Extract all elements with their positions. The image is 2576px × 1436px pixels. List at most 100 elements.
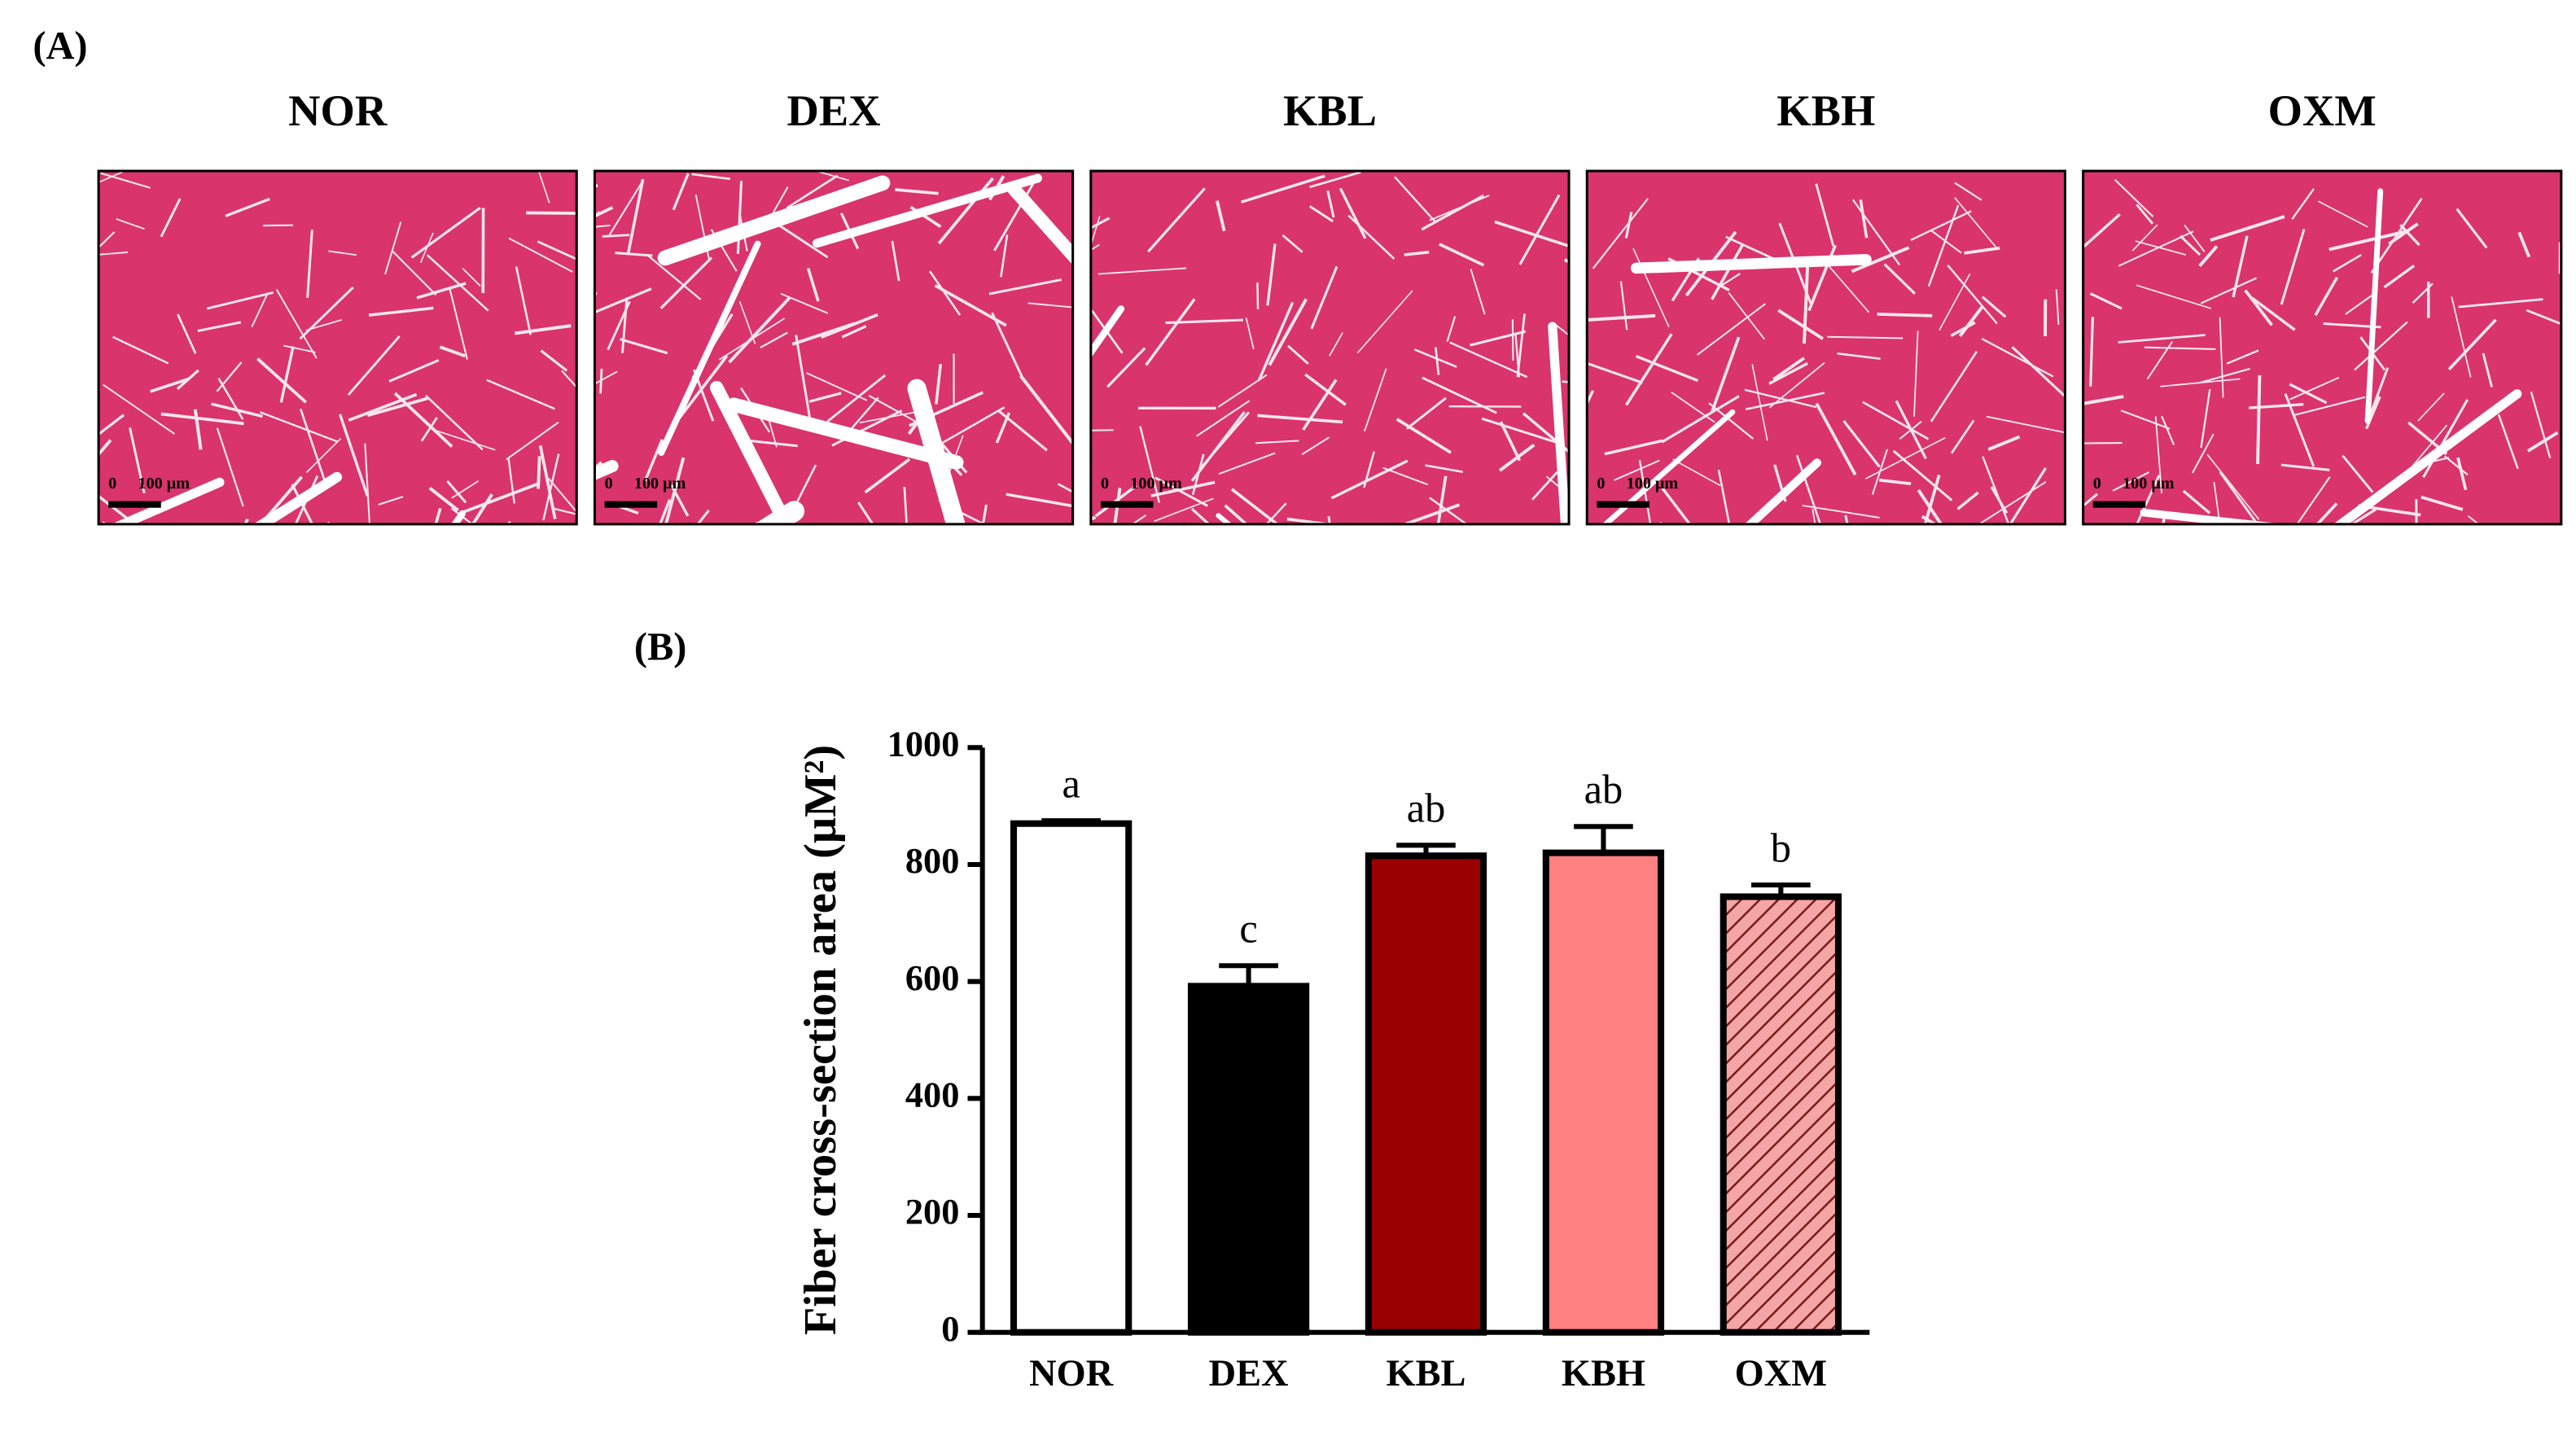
fiber-border <box>1309 205 1334 223</box>
interstitial-space <box>709 380 794 524</box>
fiber-border <box>1511 319 1514 361</box>
y-axis-label: Fiber cross-section area (μM²) <box>795 745 846 1335</box>
fiber-border <box>2089 317 2094 387</box>
fiber-border <box>1356 290 1413 354</box>
y-tick-label: 600 <box>905 957 960 998</box>
interstitial-space <box>1631 254 1872 274</box>
fiber-border <box>1859 199 1868 239</box>
fiber-border <box>206 291 274 310</box>
bar <box>1365 852 1487 1336</box>
fiber-border <box>696 509 710 524</box>
fiber-border <box>1190 411 1246 482</box>
fiber-border <box>1795 454 1822 524</box>
fiber-border <box>364 443 370 524</box>
interstitial-space <box>1216 513 1233 524</box>
fiber-border <box>857 501 874 524</box>
scale-bar <box>1100 501 1154 508</box>
fiber-border <box>1956 491 1979 510</box>
fiber-border <box>2370 198 2423 274</box>
fiber-border <box>1098 267 1187 275</box>
fiber-border <box>2315 502 2338 524</box>
fiber-border <box>2289 383 2328 405</box>
fiber-border <box>2422 399 2469 479</box>
fiber-border <box>1449 341 1528 379</box>
fiber-border <box>393 392 453 449</box>
fiber-border <box>1439 243 1485 267</box>
fiber-border <box>391 249 437 296</box>
fiber-border <box>2161 415 2175 445</box>
fiber-border <box>998 409 1048 452</box>
fiber-border <box>384 221 402 275</box>
fiber-border <box>1326 190 1335 218</box>
image-title: KBH <box>1776 85 1875 135</box>
fiber-border <box>99 387 101 392</box>
scale-label: 100 μm <box>2123 475 2175 493</box>
fiber-border <box>2055 289 2060 325</box>
interstitial-space <box>1007 182 1073 265</box>
fiber-border <box>368 306 434 317</box>
fiber-border <box>160 412 244 426</box>
fiber-border <box>1435 347 1440 375</box>
fiber-border <box>1950 419 1975 454</box>
fiber-border <box>1592 198 1649 269</box>
fiber-border <box>2328 230 2408 252</box>
fiber-border <box>1554 323 1570 336</box>
fiber-border <box>1256 282 1260 309</box>
fiber-border <box>551 507 577 515</box>
fiber-border <box>299 408 326 481</box>
fiber-border <box>2083 395 2124 405</box>
fiber-border <box>1772 357 1806 381</box>
fiber-border <box>1000 234 1009 278</box>
fiber-border <box>594 224 611 228</box>
micrograph <box>594 171 1073 524</box>
fiber-border <box>1330 459 1408 500</box>
fiber-border <box>1939 273 1971 331</box>
significance-letter: ab <box>1584 767 1623 812</box>
interstitial-space <box>450 510 466 524</box>
fiber-border <box>755 521 762 524</box>
fiber-border <box>2182 489 2211 514</box>
fiber-border <box>366 396 428 418</box>
fiber-border <box>1587 313 1656 322</box>
fiber-border <box>903 487 908 524</box>
panel-label: (A) <box>33 24 87 68</box>
fiber-border <box>1718 273 1741 288</box>
fiber-border <box>1604 439 1663 456</box>
fiber-border <box>1987 435 2021 451</box>
fiber-border <box>420 417 438 442</box>
fiber-border <box>99 231 116 249</box>
fiber-border <box>2417 392 2445 422</box>
fiber-border <box>2314 276 2339 317</box>
fiber-border <box>1218 452 1276 475</box>
fiber-border <box>1745 392 1825 410</box>
interstitial-space <box>2140 508 2285 524</box>
y-tick-label: 200 <box>905 1191 960 1232</box>
tissue <box>1090 171 1570 524</box>
fiber-border <box>2526 431 2559 453</box>
fiber-border <box>2114 179 2154 217</box>
fiber-border <box>99 439 112 457</box>
fiber-border <box>2192 433 2215 474</box>
fiber-border <box>821 313 878 339</box>
fiber-border <box>760 331 789 348</box>
y-tick-label: 800 <box>905 840 960 881</box>
x-tick-label: NOR <box>1029 1353 1114 1394</box>
fiber-border <box>1090 216 1101 248</box>
fiber-border <box>767 418 778 448</box>
fiber-border <box>1304 373 1347 406</box>
tissue <box>1587 171 2066 524</box>
fiber-border <box>1400 503 1461 524</box>
fiber-border <box>506 421 559 461</box>
fiber-border <box>507 458 515 504</box>
fiber-border <box>1268 298 1308 366</box>
fiber-border <box>1803 264 1810 344</box>
fiber-border <box>471 493 493 524</box>
fiber-border <box>2135 240 2187 256</box>
fiber-border <box>691 173 731 181</box>
fiber-border <box>2451 296 2472 378</box>
fiber-border <box>1624 212 1633 239</box>
fiber-border <box>2198 245 2219 268</box>
fiber-border <box>305 319 343 331</box>
fiber-border <box>1413 348 1457 368</box>
fiber-border <box>2280 229 2306 305</box>
